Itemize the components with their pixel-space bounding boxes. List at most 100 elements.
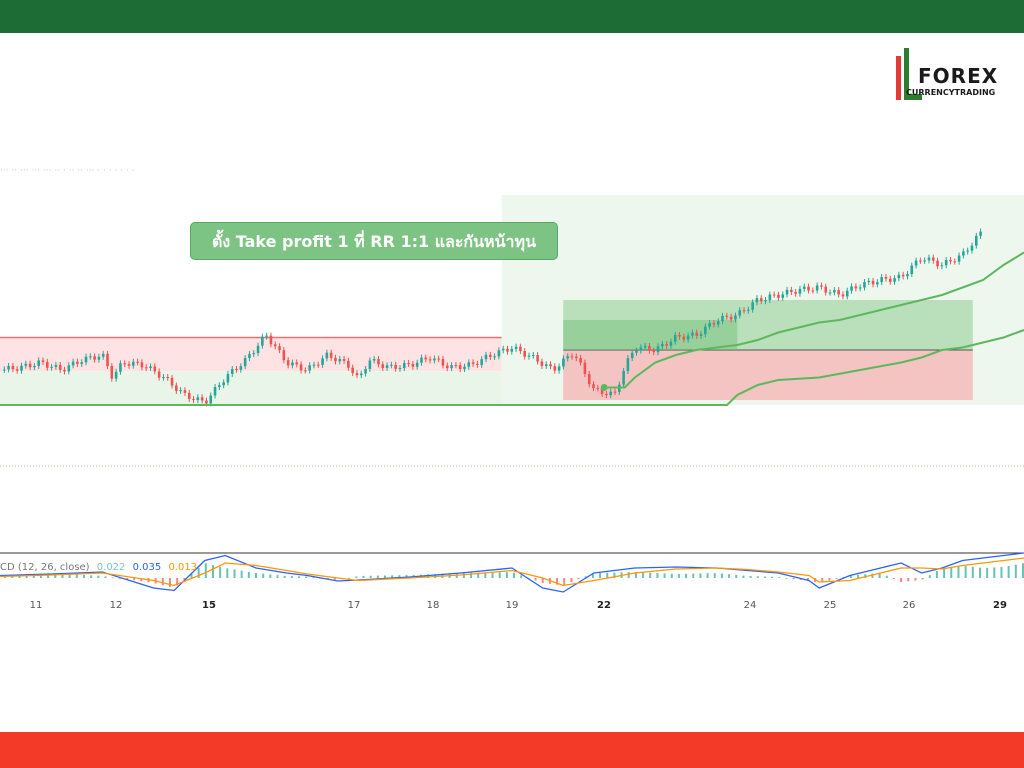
logo-subtext: CURRENCYTRADING — [906, 88, 996, 97]
x-tick-label: 29 — [993, 600, 1007, 611]
candle-body — [54, 364, 58, 367]
candle-body — [402, 363, 406, 369]
macd-histogram-value: 0.022 — [96, 562, 126, 573]
candle-body — [815, 285, 819, 291]
candle-body — [549, 364, 552, 367]
candle-body — [484, 354, 488, 360]
macd-histogram-bar — [656, 573, 659, 578]
macd-histogram-bar — [900, 578, 903, 582]
candle-body — [222, 382, 225, 386]
candle-body — [704, 326, 707, 335]
lower-stop-line — [0, 329, 1024, 406]
macd-histogram-bar — [634, 572, 637, 578]
macd-histogram-bar — [369, 575, 372, 578]
macd-histogram-bar — [642, 572, 645, 578]
macd-histogram-bar — [943, 567, 946, 578]
range-lower-zone — [0, 371, 502, 405]
macd-histogram-bar — [255, 573, 257, 578]
candle-body — [820, 285, 823, 287]
macd-histogram-bar — [484, 572, 487, 578]
candle-body — [845, 290, 849, 297]
macd-pane — [0, 552, 1024, 593]
macd-histogram-bar — [534, 578, 537, 581]
candle-body — [411, 363, 415, 367]
candle-body — [28, 363, 32, 368]
macd-histogram-bar — [140, 578, 143, 582]
macd-histogram-bar — [907, 578, 910, 582]
macd-label: CD (12, 26, close) — [0, 562, 90, 573]
candle-body — [114, 371, 118, 379]
macd-histogram-bar — [190, 573, 193, 578]
macd-histogram-bar — [1007, 566, 1010, 578]
macd-histogram-bar — [964, 565, 967, 578]
candle-body — [136, 361, 139, 363]
macd-histogram-bar — [541, 578, 544, 583]
candle-body — [682, 336, 686, 340]
candle-body — [708, 323, 711, 327]
candle-body — [669, 341, 673, 346]
candle-body — [144, 367, 148, 369]
candle-body — [269, 335, 273, 345]
candle-body — [390, 364, 393, 366]
candle-body — [200, 397, 204, 401]
candle-body — [858, 287, 862, 289]
candle-body — [97, 356, 101, 360]
candle-body — [729, 316, 733, 320]
candle-body — [962, 251, 965, 256]
macd-histogram-bar — [713, 573, 716, 578]
candle-body — [63, 369, 66, 372]
candle-body — [187, 392, 191, 400]
candle-body — [218, 385, 221, 388]
macd-histogram-bar — [240, 570, 243, 578]
candle-body — [888, 278, 892, 282]
candle-body — [243, 358, 247, 367]
candle-body — [893, 278, 896, 282]
tp1-zone — [563, 320, 738, 350]
candle-body — [811, 290, 815, 292]
macd-histogram-bar — [104, 576, 107, 578]
macd-legend: CD (12, 26, close) 0.022 0.035 0.013 — [0, 562, 201, 573]
candle-body — [742, 310, 746, 312]
macd-histogram-bar — [885, 575, 888, 578]
macd-histogram-bar — [756, 576, 759, 578]
candle-body — [648, 345, 651, 351]
trailing-stop-line — [604, 251, 1024, 389]
macd-histogram-bar — [168, 578, 171, 587]
candle-body — [312, 364, 316, 366]
candle-body — [794, 292, 797, 294]
candle-body — [884, 277, 888, 279]
macd-histogram-bar — [298, 576, 301, 578]
indicator-legend-faded: ··· ·· ··· ··· ··· ·· · ·· ·· ··· · · · … — [0, 166, 134, 176]
candle-body — [394, 364, 397, 369]
candle-body — [738, 310, 742, 316]
candle-body — [923, 260, 926, 262]
candle-body — [781, 294, 785, 298]
macd-histogram-bar — [728, 574, 731, 578]
indicator-faded-dots: ··· ·· ··· ··· ··· ·· · ·· ·· ··· · · · … — [0, 166, 135, 176]
logo-text: FOREX — [918, 64, 999, 88]
macd-histogram-bar — [821, 578, 824, 583]
macd-histogram-bar — [391, 575, 394, 578]
candle-body — [613, 391, 617, 393]
header-bar — [0, 0, 1024, 33]
candle-body — [493, 356, 496, 358]
macd-histogram-bar — [219, 566, 222, 578]
candle-body — [445, 365, 449, 369]
candle-body — [936, 260, 939, 267]
macd-histogram-bar — [663, 573, 666, 578]
candle-body — [630, 352, 634, 359]
candle-body — [3, 369, 6, 371]
candle-body — [119, 363, 122, 372]
macd-histogram-bar — [75, 574, 78, 578]
candle-body — [553, 366, 557, 371]
candle-body — [33, 365, 36, 368]
candle-body — [957, 255, 961, 262]
candle-body — [192, 399, 195, 401]
macd-histogram-bar — [742, 575, 745, 578]
candle-body — [110, 366, 114, 379]
candle-body — [355, 373, 359, 376]
candle-body — [235, 369, 238, 371]
macd-histogram-bar — [97, 575, 100, 578]
macd-signal-value: 0.013 — [168, 562, 198, 573]
candle-body — [828, 292, 832, 294]
